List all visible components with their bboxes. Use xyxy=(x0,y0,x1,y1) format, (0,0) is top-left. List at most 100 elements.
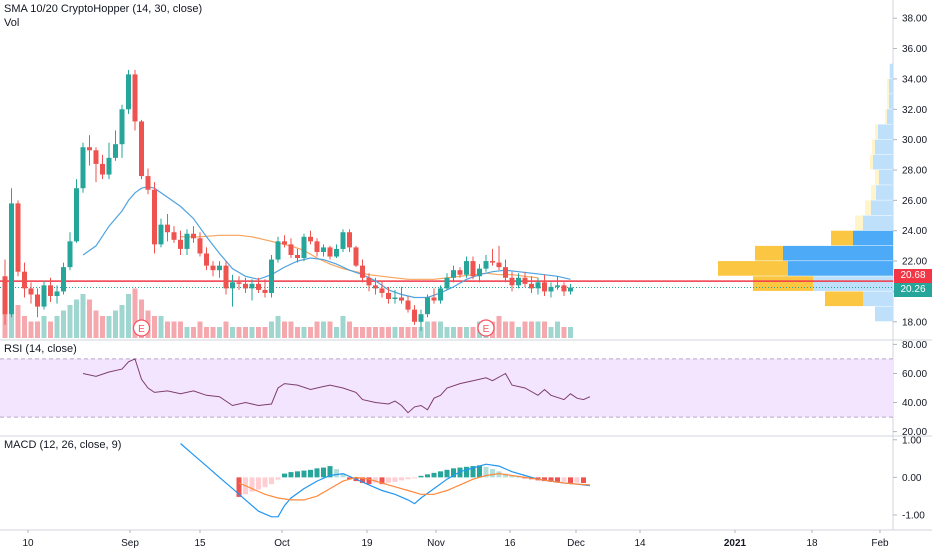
candle-body xyxy=(509,277,515,286)
macd-histogram-bar xyxy=(561,477,567,482)
volume-bar xyxy=(74,299,79,338)
candle-body xyxy=(35,294,40,307)
candle-body xyxy=(256,283,261,290)
rsi-legend[interactable]: RSI (14, close) xyxy=(4,343,77,355)
candle-body xyxy=(295,255,300,259)
volume-profile-up xyxy=(753,276,813,291)
earnings-marker xyxy=(477,319,495,337)
date-tick-label: 19 xyxy=(361,538,373,549)
volume-profile-down xyxy=(788,261,893,276)
volume-bar xyxy=(165,321,170,338)
macd-line xyxy=(180,443,591,518)
volume-bar xyxy=(80,294,86,338)
macd-histogram-bar xyxy=(379,477,385,485)
macd-histogram-bar xyxy=(347,477,352,480)
main-legend[interactable]: SMA 10/20 CryptoHopper (14, 30, close) xyxy=(4,3,203,15)
candle-body xyxy=(366,277,372,286)
macd-histogram-bar xyxy=(282,473,287,478)
volume-profile-up xyxy=(718,261,788,276)
volume-bar xyxy=(503,321,508,338)
candle-body xyxy=(288,244,294,255)
volume-bar xyxy=(41,316,47,338)
macd-histogram-bar xyxy=(269,477,274,485)
rsi-tick-label: 40.00 xyxy=(902,398,927,409)
volume-bar xyxy=(399,327,404,338)
candle-body xyxy=(210,265,216,271)
volume-profile-up xyxy=(865,200,871,216)
volume-bar xyxy=(100,316,105,338)
macd-histogram-bar xyxy=(438,471,443,478)
price-tick-label: 36.00 xyxy=(902,44,927,55)
candle-body xyxy=(451,270,456,278)
candle-body xyxy=(197,238,203,254)
volume-legend[interactable]: Vol xyxy=(4,17,20,29)
volume-bar xyxy=(22,316,27,338)
volume-profile-up xyxy=(872,139,875,155)
candle-body xyxy=(431,297,437,301)
volume-bar xyxy=(217,327,222,338)
volume-bar xyxy=(347,321,352,338)
candle-body xyxy=(405,300,411,310)
candle-body xyxy=(165,224,170,233)
candle-body xyxy=(412,309,417,322)
volume-bar xyxy=(561,327,567,338)
volume-bar xyxy=(197,321,203,338)
volume-bar xyxy=(379,327,385,338)
macd-histogram-bar xyxy=(568,477,573,484)
date-tick-label: Feb xyxy=(871,538,889,549)
volume-bar xyxy=(87,299,92,338)
macd-histogram-bar xyxy=(496,471,502,478)
macd-histogram-bar xyxy=(392,477,398,482)
macd-histogram-bar xyxy=(451,468,456,478)
volume-profile-up xyxy=(887,78,889,94)
candle-body xyxy=(386,292,391,300)
candle-body xyxy=(67,241,73,268)
candle-body xyxy=(490,261,495,263)
macd-histogram-bar xyxy=(470,466,476,478)
price-tick-label: 18.00 xyxy=(902,317,927,328)
macd-histogram-bar xyxy=(464,466,469,478)
price-tick-label: 26.00 xyxy=(902,196,927,207)
candle-body xyxy=(93,150,99,164)
volume-bar xyxy=(464,327,469,338)
macd-histogram-bar xyxy=(483,466,489,478)
macd-histogram-bar xyxy=(321,467,326,478)
volume-profile-down xyxy=(875,139,893,155)
volume-profile-up xyxy=(855,215,863,231)
macd-histogram-bar xyxy=(308,469,313,478)
macd-histogram-bar xyxy=(503,473,508,478)
volume-bar xyxy=(15,305,21,338)
macd-histogram-bar xyxy=(405,477,411,480)
volume-profile-up xyxy=(875,124,878,140)
price-tick-label: 24.00 xyxy=(902,226,927,237)
macd-histogram-bar xyxy=(509,475,515,478)
candle-body xyxy=(516,277,521,286)
volume-bar xyxy=(152,316,157,338)
earnings-marker-label: E xyxy=(138,324,145,335)
candle-body xyxy=(158,224,164,245)
volume-bar xyxy=(548,327,554,338)
macd-legend[interactable]: MACD (12, 26, close, 9) xyxy=(4,439,122,451)
volume-bar xyxy=(191,327,196,338)
candle-body xyxy=(269,259,274,293)
candle-body xyxy=(425,297,430,315)
volume-bar xyxy=(392,327,398,338)
candle-body xyxy=(262,289,268,293)
volume-bar xyxy=(204,327,209,338)
volume-bar xyxy=(230,327,235,338)
volume-bar xyxy=(366,327,372,338)
macd-histogram-bar xyxy=(327,466,333,478)
candle-body xyxy=(399,297,404,301)
volume-bar xyxy=(522,321,528,338)
candle-body xyxy=(113,144,118,158)
date-tick-label: 14 xyxy=(634,538,646,549)
volume-profile-up xyxy=(889,63,890,79)
volume-bar xyxy=(67,305,73,338)
volume-bar xyxy=(35,321,40,338)
candle-body xyxy=(275,241,281,260)
volume-bar xyxy=(431,321,437,338)
date-tick-label: 16 xyxy=(504,538,516,549)
candle-body xyxy=(139,121,144,177)
